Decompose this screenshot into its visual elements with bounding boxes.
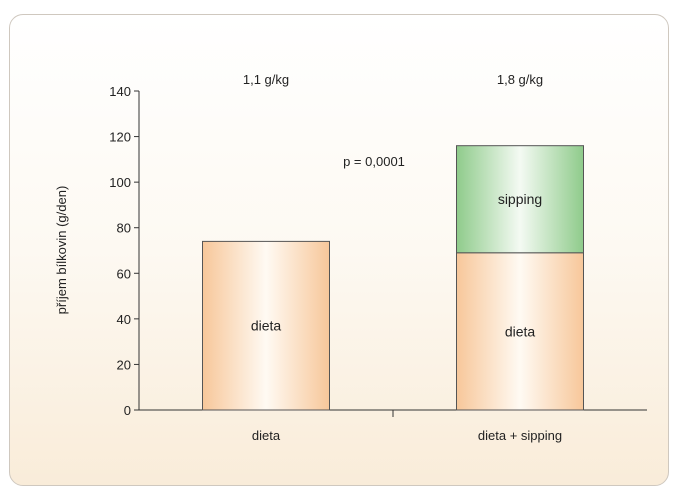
- bar-sipping-1: [456, 145, 584, 254]
- labels: dieta dieta 1,1 g/kg dieta sipping dieta + si…: [243, 72, 562, 443]
- y-tick-label: 0: [124, 403, 131, 418]
- y-tick-label: 20: [117, 357, 131, 372]
- y-axis-label: příjem bílkovin (g/den): [54, 186, 69, 315]
- bars: [202, 145, 584, 411]
- x-category-label: dieta + sipping: [478, 428, 562, 443]
- top-annotation: 1,1 g/kg: [243, 72, 289, 87]
- top-annotation: 1,8 g/kg: [497, 72, 543, 87]
- bar-segment-label: dieta: [505, 323, 536, 339]
- y-tick-label: 100: [109, 175, 131, 190]
- bar-dieta-1: [456, 252, 584, 411]
- bar-segment-label: sipping: [498, 191, 542, 207]
- y-tick-label: 80: [117, 221, 131, 236]
- bar-segment-label: dieta: [251, 318, 282, 334]
- bar-dieta-0: [202, 240, 330, 411]
- y-tick-label: 40: [117, 312, 131, 327]
- y-tick-label: 120: [109, 130, 131, 145]
- y-tick-label: 60: [117, 266, 131, 281]
- x-category-label: dieta: [252, 428, 281, 443]
- y-tick-label: 140: [109, 84, 131, 99]
- p-value-annotation: p = 0,0001: [343, 154, 405, 169]
